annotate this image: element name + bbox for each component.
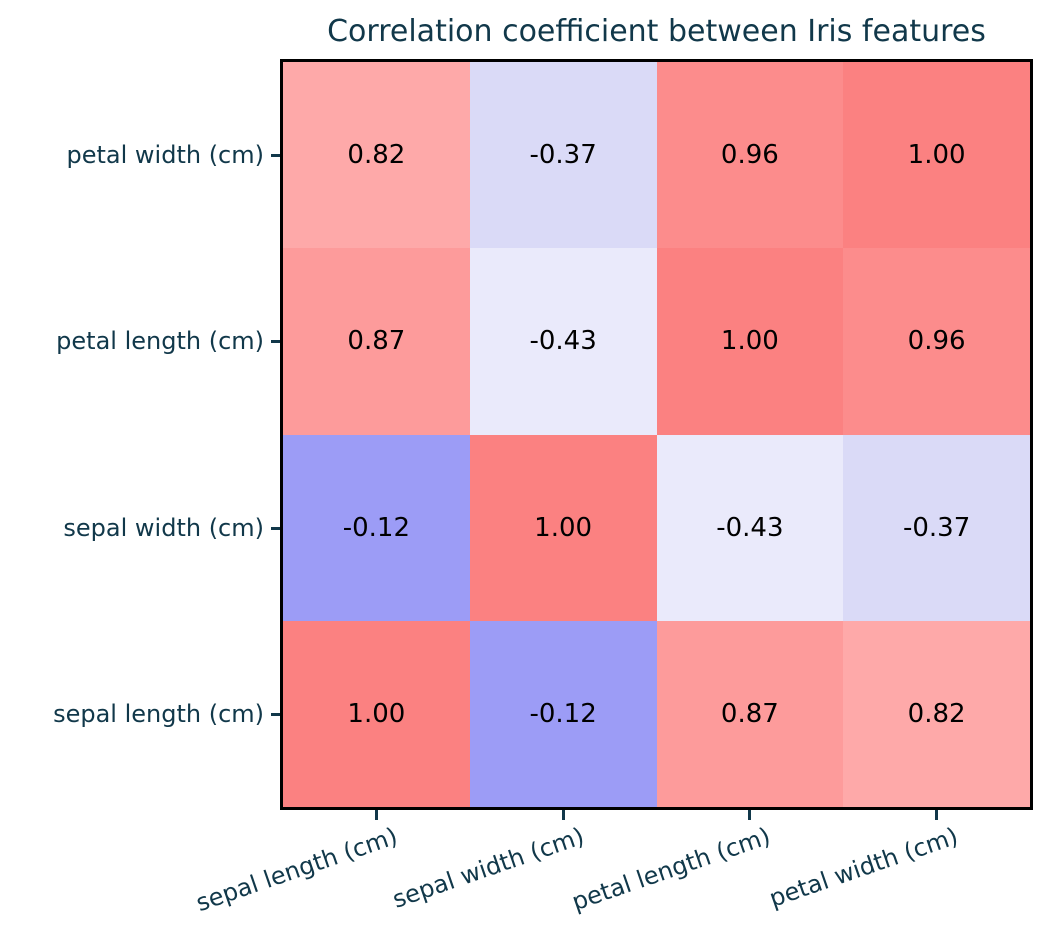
x-tick-label: petal length (cm): [568, 822, 775, 917]
x-tick-label: sepal width (cm): [389, 822, 589, 914]
heatmap-cell-r1c2: 1.00: [656, 248, 844, 435]
heatmap-cell-r3c0: 1.00: [283, 620, 470, 807]
y-tick: [271, 340, 280, 343]
heatmap-grid: 0.82 -0.37 0.96 1.00 0.87 -0.43 1.00 0.96 -0.12 1…: [280, 59, 1033, 810]
y-tick: [271, 527, 280, 530]
y-tick: [271, 713, 280, 716]
heatmap-cell-r0c1: -0.37: [469, 62, 657, 249]
heatmap-cell-r2c0: -0.12: [283, 434, 470, 621]
y-tick-label: petal width (cm): [66, 141, 265, 169]
heatmap-cell-r3c1: -0.12: [469, 620, 657, 807]
heatmap-cell-r0c2: 0.96: [656, 62, 844, 249]
y-tick: [271, 154, 280, 157]
x-tick: [562, 810, 565, 820]
heatmap-cell-r1c0: 0.87: [283, 248, 470, 435]
x-tick-label: sepal length (cm): [192, 822, 402, 918]
heatmap-cell-r0c3: 1.00: [843, 62, 1030, 249]
heatmap-cell-r1c3: 0.96: [843, 248, 1030, 435]
y-tick-label: sepal length (cm): [53, 700, 264, 728]
x-tick: [375, 810, 378, 820]
x-tick: [935, 810, 938, 820]
chart-title: Correlation coefficient between Iris fea…: [327, 14, 986, 49]
y-tick-label: petal length (cm): [56, 327, 264, 355]
heatmap-cell-r1c1: -0.43: [469, 248, 657, 435]
heatmap-cell-r0c0: 0.82: [283, 62, 470, 249]
x-tick-label: petal width (cm): [765, 822, 962, 913]
y-tick-label: sepal width (cm): [63, 514, 264, 542]
heatmap-cell-r3c3: 0.82: [843, 620, 1030, 807]
x-tick: [748, 810, 751, 820]
heatmap-cell-r2c1: 1.00: [469, 434, 657, 621]
heatmap-cell-r2c3: -0.37: [843, 434, 1030, 621]
heatmap-cell-r3c2: 0.87: [656, 620, 844, 807]
heatmap-cell-r2c2: -0.43: [656, 434, 844, 621]
